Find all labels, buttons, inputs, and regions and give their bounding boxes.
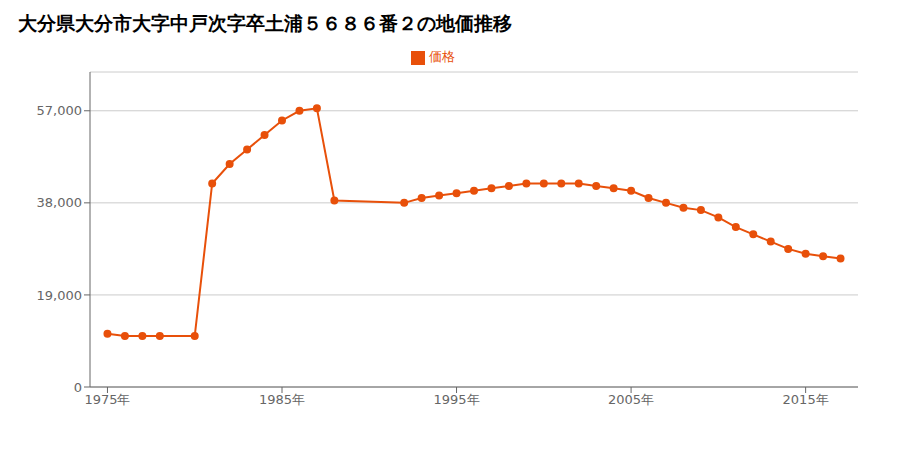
html-text:大分県大分市大字中戸次字卒土浦５６８６番２の地価推移: 大分県大分市大字中戸次字卒土浦５６８６番２の地価推移 (18, 12, 512, 34)
html-text:価格: 価格 (429, 49, 455, 64)
svg-text:1995年: 1995年 (433, 392, 479, 407)
svg-text:1985年: 1985年 (259, 392, 305, 407)
svg-text:38,000: 38,000 (37, 195, 83, 210)
svg-text:19,000: 19,000 (37, 288, 83, 303)
svg-text:1975年: 1975年 (84, 392, 130, 407)
svg-text:57,000: 57,000 (37, 103, 83, 118)
svg-text:2015年: 2015年 (783, 392, 829, 407)
svg-text:0: 0 (74, 380, 82, 395)
svg-text:2005年: 2005年 (608, 392, 654, 407)
